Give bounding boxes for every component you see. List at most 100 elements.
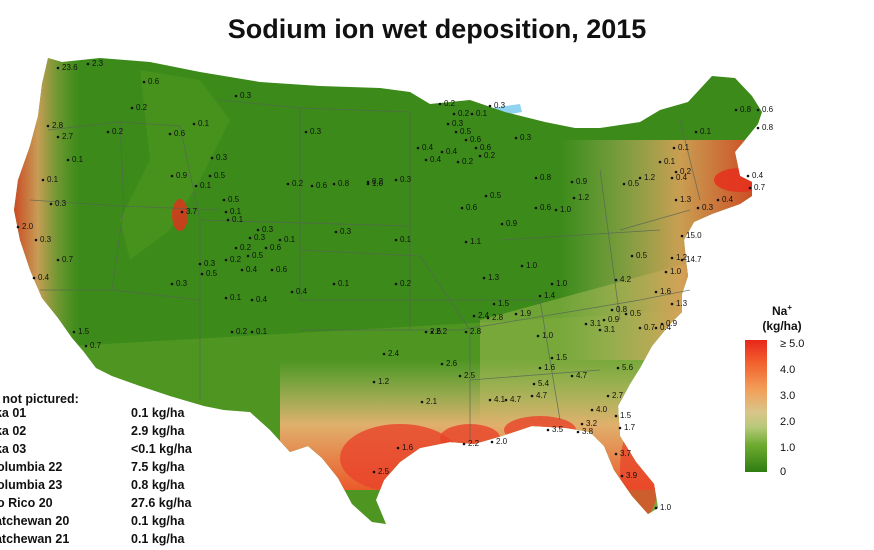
site-value-label: 1.0 (542, 331, 554, 340)
site-marker (546, 428, 550, 432)
site-value-label: 0.2 (462, 157, 474, 166)
site-marker (680, 234, 684, 238)
site-value-label: 0.4 (446, 147, 458, 156)
site-value-label: 2.3 (92, 59, 104, 68)
site-value-label: 0.1 (284, 235, 296, 244)
site-value-label: 0.2 (230, 255, 242, 264)
site-value-label: 1.3 (488, 273, 500, 282)
site-marker (660, 322, 664, 326)
site-value-label: 0.8 (762, 123, 774, 132)
not-pictured-row: ska 02 2.9 kg/ha (0, 424, 210, 442)
site-value-label: 0.3 (254, 233, 266, 242)
site-value-label: 2.8 (52, 121, 64, 130)
site-value-label: 1.0 (372, 179, 384, 188)
site-value-label: 2.5 (464, 371, 476, 380)
site-marker (394, 238, 398, 242)
site-value-label: 0.3 (55, 199, 67, 208)
site-value-label: 2.2 (436, 327, 448, 336)
site-value-label: 1.3 (680, 195, 692, 204)
site-marker (746, 174, 750, 178)
site-marker (490, 440, 494, 444)
site-marker (530, 394, 534, 398)
site-value-label: 1.0 (526, 261, 538, 270)
site-marker (332, 182, 336, 186)
site-marker (550, 282, 554, 286)
site-marker (256, 228, 260, 232)
site-marker (194, 184, 198, 188)
site-marker (394, 178, 398, 182)
site-value-label: 0.4 (752, 171, 764, 180)
site-value-label: 0.4 (296, 287, 308, 296)
site-marker (532, 382, 536, 386)
site-marker (440, 362, 444, 366)
site-marker (452, 112, 456, 116)
legend-tick: 4.0 (780, 364, 796, 376)
site-marker (270, 268, 274, 272)
site-value-label: 0.9 (576, 177, 588, 186)
site-marker (86, 62, 90, 66)
site-value-label: 0.2 (484, 151, 496, 160)
site-value-label: 0.6 (174, 129, 186, 138)
site-marker (264, 246, 268, 250)
site-marker (514, 136, 518, 140)
site-value-label: 1.7 (624, 423, 636, 432)
site-marker (366, 182, 370, 186)
site-value-label: 0.5 (206, 269, 218, 278)
site-marker (482, 276, 486, 280)
site-value-label: 0.6 (540, 203, 552, 212)
site-value-label: 0.3 (494, 101, 506, 110)
site-value-label: 1.0 (560, 205, 572, 214)
site-value-label: 0.5 (628, 179, 640, 188)
site-marker (382, 352, 386, 356)
site-marker (492, 302, 496, 306)
site-value-label: 2.7 (62, 132, 74, 141)
site-marker (198, 262, 202, 266)
site-marker (618, 426, 622, 430)
site-value-label: 1.6 (544, 363, 556, 372)
site-marker (438, 102, 442, 106)
site-value-label: 0.4 (430, 155, 442, 164)
site-value: 0.1 kg/ha (131, 532, 185, 546)
site-marker (240, 268, 244, 272)
site-value-label: 2.4 (388, 349, 400, 358)
site-marker (614, 278, 618, 282)
site-value-label: 0.6 (276, 265, 288, 274)
site-marker (56, 135, 60, 139)
site-value-label: 1.5 (620, 411, 632, 420)
site-marker (454, 130, 458, 134)
site-value-label: 0.1 (338, 279, 350, 288)
site-marker (622, 182, 626, 186)
site-marker (106, 130, 110, 134)
site-marker (56, 66, 60, 70)
site-marker (658, 160, 662, 164)
site-marker (430, 330, 434, 334)
site-value-label: 0.2 (400, 279, 412, 288)
site-value-label: 0.9 (176, 171, 188, 180)
site-name: ska 03 (0, 442, 27, 456)
site-marker (624, 312, 628, 316)
site-marker (46, 124, 50, 128)
site-value-label: 0.7 (644, 323, 656, 332)
site-marker (200, 272, 204, 276)
site-value-label: 0.5 (228, 195, 240, 204)
site-marker (580, 422, 584, 426)
site-marker (424, 330, 428, 334)
site-value-label: 0.4 (256, 295, 268, 304)
site-value-label: 0.8 (740, 105, 752, 114)
site-marker (278, 238, 282, 242)
site-marker (16, 225, 20, 229)
site-value-label: 1.5 (556, 353, 568, 362)
site-value-label: 14.7 (686, 255, 702, 264)
site-marker (170, 282, 174, 286)
site-marker (570, 374, 574, 378)
site-value-label: 0.9 (608, 315, 620, 324)
site-value-label: 0.9 (666, 319, 678, 328)
site-value-label: 0.6 (316, 181, 328, 190)
site-value-label: 3.5 (552, 425, 564, 434)
site-marker (630, 254, 634, 258)
site-name: katchewan 21 (0, 532, 70, 546)
site-value-label: 0.3 (310, 127, 322, 136)
site-value-label: 1.3 (676, 299, 688, 308)
site-marker (584, 322, 588, 326)
site-value-label: 0.2 (680, 167, 692, 176)
